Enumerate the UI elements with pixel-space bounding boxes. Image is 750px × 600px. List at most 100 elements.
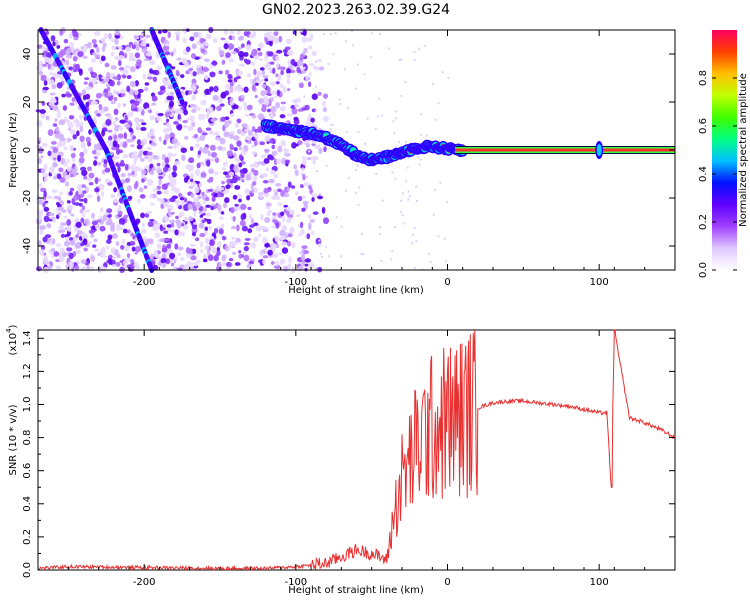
spectrogram-speckle-dot — [226, 178, 231, 185]
spectrogram-speckle-dot — [279, 114, 286, 119]
spectrogram-speckle-dot — [72, 31, 79, 38]
spectrogram-speckle-dot — [294, 169, 299, 176]
spectrogram-speckle-dot — [154, 232, 160, 238]
spectrogram-speckle-dot — [253, 139, 258, 147]
spectrogram-speckle-dot — [194, 186, 200, 194]
spectrogram-speckle-dot — [116, 80, 121, 86]
spectrogram-speckle-dot — [282, 48, 288, 54]
spectrogram-speckle-dot — [162, 224, 167, 228]
spectrogram-speckle-dot — [299, 53, 304, 61]
spectrogram-speckle-dot — [249, 242, 254, 248]
spectrogram-sparse-dot — [443, 237, 446, 240]
spectrogram-speckle-dot — [229, 85, 234, 94]
spectrogram-speckle-dot — [175, 34, 180, 41]
spectrogram-speckle-dot — [171, 171, 177, 178]
spectrogram-speckle-dot — [44, 200, 49, 204]
spectrogram-ridge — [38, 27, 675, 273]
spectrogram-sparse-dot — [304, 143, 307, 146]
spectrogram-speckle-dot — [311, 93, 318, 101]
spectrogram-speckle-dot — [250, 144, 256, 148]
spectrogram-speckle-dot — [204, 88, 210, 96]
spectrogram-sparse-dot — [308, 150, 311, 153]
spectrogram-speckle-dot — [50, 140, 57, 145]
spectrogram-speckle-dot — [170, 51, 174, 57]
spectrogram-speckle-dot — [46, 195, 53, 200]
spectrogram-speckle-dot — [137, 89, 144, 94]
spectrogram-speckle-dot — [257, 161, 264, 165]
spectrogram-speckle-dot — [207, 254, 214, 262]
spectrogram-speckle-dot — [190, 255, 197, 261]
spectrogram-speckle-dot — [112, 76, 119, 80]
spectrogram-speckle-dot — [113, 134, 118, 140]
spectrogram-speckle-dot — [257, 126, 263, 133]
spectrogram-y-tick-label: -20 — [22, 190, 33, 206]
spectrogram-speckle-dot — [220, 223, 225, 230]
spectrogram-speckle-dot — [93, 160, 98, 167]
spectrogram-speckle-dot — [39, 197, 44, 205]
spectrogram-x-tick-label: -200 — [133, 277, 156, 288]
spectrogram-sparse-dot — [416, 199, 419, 202]
colorbar-tick-label: 0.6 — [698, 118, 709, 134]
spectrogram-speckle-dot — [117, 149, 124, 154]
spectrogram-speckle-dot — [80, 166, 87, 172]
spectrogram-speckle-dot — [270, 81, 277, 86]
spectrogram-speckle-dot — [202, 146, 209, 154]
spectrogram-speckle-dot — [309, 218, 315, 223]
spectrogram-speckle-dot — [151, 128, 155, 133]
spectrogram-speckle-dot — [40, 155, 44, 159]
spectrogram-speckle-dot — [101, 129, 106, 137]
spectrogram-speckle-dot — [98, 183, 105, 191]
spectrogram-speckle-dot — [113, 55, 121, 60]
spectrogram-sparse-dot — [357, 203, 360, 206]
spectrogram-speckle-dot — [108, 140, 113, 148]
spectrogram-speckle-dot — [270, 169, 276, 175]
spectrogram-speckle-dot — [88, 129, 92, 135]
spectrogram-speckle-dot — [218, 261, 222, 269]
spectrogram-speckle-dot — [281, 157, 287, 165]
spectrogram-speckle-dot — [63, 38, 69, 44]
spectrogram-speckle-dot — [93, 43, 98, 48]
spectrogram-speckle-dot — [185, 253, 192, 258]
spectrogram-speckle-dot — [293, 164, 298, 170]
spectrogram-speckle-dot — [232, 240, 238, 246]
spectrogram-speckle-dot — [163, 230, 169, 234]
spectrogram-sparse-dot — [381, 199, 384, 202]
spectrogram-speckle-dot — [251, 48, 258, 57]
spectrogram-speckle-dot — [43, 259, 50, 265]
spectrogram-speckle-dot — [221, 180, 225, 185]
spectrogram-speckle-dot — [84, 209, 91, 213]
spectrogram-speckle-dot — [223, 131, 230, 138]
spectrogram-speckle-dot — [283, 148, 288, 153]
spectrogram-speckle-dot — [219, 103, 225, 107]
spectrogram-speckle-dot — [94, 54, 101, 58]
spectrogram-speckle-dot — [204, 226, 208, 232]
spectrogram-speckle-dot — [95, 92, 102, 99]
spectrogram-speckle-dot — [53, 123, 58, 127]
spectrogram-speckle-dot — [131, 154, 136, 159]
spectrogram-speckle-dot — [146, 132, 151, 140]
spectrogram-speckle-dot — [200, 171, 207, 178]
spectrogram-speckle-dot — [221, 261, 227, 267]
colorbar-ticks: 0.0 0.2 0.4 0.6 0.8 — [698, 70, 737, 278]
spectrogram-speckle-dot — [169, 197, 176, 203]
spectrogram-speckle-dot — [158, 175, 164, 180]
spectrogram-sparse-dot — [313, 65, 316, 68]
spectrogram-speckle-dot — [170, 222, 175, 228]
snr-x-tick-label: 0 — [444, 577, 450, 588]
spectrogram-speckle-dot — [299, 229, 305, 236]
spectrogram-speckle-dot — [194, 143, 200, 148]
spectrogram-sparse-dot — [356, 164, 359, 167]
spectrogram-speckle-dot — [243, 254, 250, 262]
spectrogram-speckle-dot — [104, 167, 111, 173]
spectrogram-speckle-dot — [156, 65, 163, 71]
spectrogram-sparse-dot — [363, 73, 366, 76]
spectrogram-speckle-dot — [287, 59, 291, 67]
spectrogram-speckle-dot — [52, 238, 56, 245]
spectrogram-speckle-dot — [111, 233, 118, 239]
spectrogram-speckle-dot — [103, 162, 108, 168]
spectrogram-speckle-dot — [232, 194, 238, 200]
spectrogram-speckle-dot — [250, 62, 256, 66]
spectrogram-speckle-dot — [209, 86, 214, 92]
spectrogram-speckle-dot — [272, 254, 278, 259]
spectrogram-speckle-dot — [161, 183, 168, 190]
